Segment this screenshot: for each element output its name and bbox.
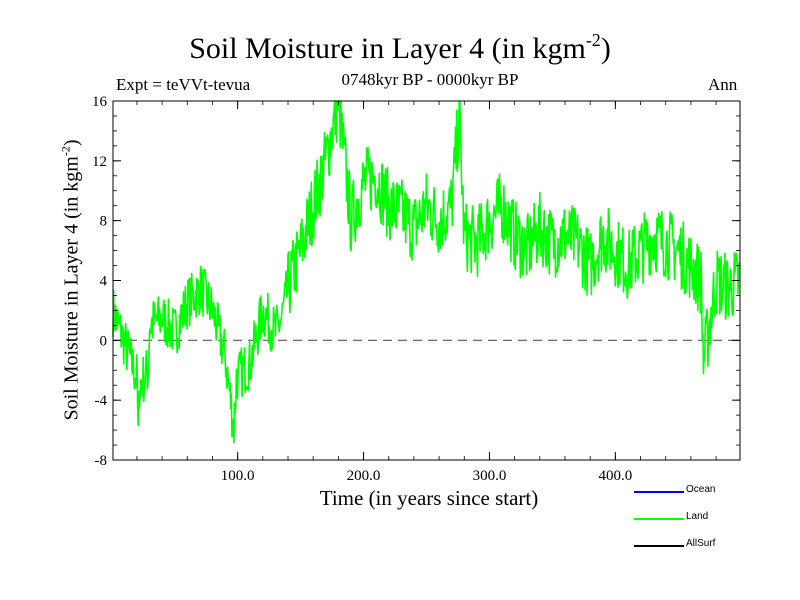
y-tick-label: 16 [92,94,108,110]
y-tick-label: 4 [100,274,108,290]
x-tick-label: 200.0 [347,468,381,484]
x-tick-label: 400.0 [598,468,632,484]
y-tick-label: 8 [100,214,108,230]
chart-title: Soil Moisture in Layer 4 (in kgm-2) [189,30,611,65]
chart-subtitle: 0748kyr BP - 0000kyr BP [341,70,519,89]
legend-label-ocean: Ocean [686,484,716,495]
x-axis-label: Time (in years since start) [319,486,539,510]
legend-swatch-ocean [634,491,684,493]
y-axis-label: Soil Moisture in Layer 4 (in kgm-2) [58,139,83,421]
y-tick-label: 0 [100,333,108,349]
plot-frame [112,100,741,461]
legend-label-land: Land [686,511,709,522]
x-tick-label: 300.0 [473,468,507,484]
legend-swatch-land [634,518,684,520]
y-tick-label: -4 [95,393,108,409]
land-series-line [112,100,741,444]
legend-label-allsurf: AllSurf [686,538,716,549]
season-label: Ann [708,75,738,94]
experiment-label: Expt = teVVt-tevua [116,75,251,94]
legend-swatch-allsurf [634,545,684,547]
x-tick-label: 100.0 [221,468,255,484]
y-tick-label: 12 [92,154,107,170]
y-tick-label: -8 [95,453,108,469]
